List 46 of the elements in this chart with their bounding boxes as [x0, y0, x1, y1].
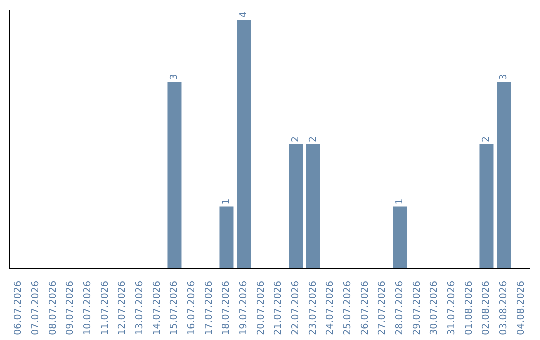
bar [497, 82, 512, 269]
x-tick-label: 24.07.2026 [325, 281, 336, 336]
x-tick-label: 14.07.2026 [152, 281, 163, 336]
data-label: 1 [394, 198, 406, 205]
x-tick-label: 27.07.2026 [377, 281, 388, 336]
x-tick-label: 13.07.2026 [134, 281, 146, 336]
x-tick-label: 28.07.2026 [394, 281, 406, 336]
x-tick-label: 02.08.2026 [481, 281, 492, 336]
x-tick-label: 06.07.2026 [13, 281, 24, 336]
bar [289, 144, 304, 269]
bar [168, 82, 182, 269]
x-tick-label: 25.07.2026 [342, 281, 354, 336]
data-label: 1 [221, 198, 232, 205]
x-tick-label: 23.07.2026 [308, 281, 319, 336]
data-label: 2 [290, 136, 302, 142]
data-label: 2 [308, 136, 319, 142]
x-tick-label: 08.07.2026 [48, 281, 59, 336]
x-tick-label: 20.07.2026 [256, 281, 267, 336]
x-tick-label: 21.07.2026 [273, 281, 284, 336]
x-tick-label: 31.07.2026 [446, 281, 458, 336]
x-tick-label: 11.07.2026 [100, 281, 111, 336]
data-label: 2 [481, 136, 492, 142]
bar [220, 206, 234, 269]
bar [237, 20, 252, 269]
x-tick-label: 10.07.2026 [82, 281, 94, 336]
x-tick-label: 19.07.2026 [238, 281, 250, 336]
x-tick-label: 18.07.2026 [221, 281, 232, 336]
x-tick-label: 29.07.2026 [412, 281, 423, 336]
x-tick-label: 22.07.2026 [290, 281, 302, 336]
bar [393, 206, 408, 269]
bar [480, 144, 494, 269]
x-tick-label: 12.07.2026 [117, 281, 128, 336]
x-tick-label: 03.08.2026 [498, 281, 510, 336]
x-tick-label: 15.07.2026 [169, 281, 180, 336]
bar [306, 144, 320, 269]
x-tick-label: 26.07.2026 [360, 281, 371, 336]
data-label: 4 [238, 12, 250, 18]
x-tick-label: 09.07.2026 [65, 281, 76, 336]
x-tick-label: 30.07.2026 [429, 281, 440, 336]
data-label: 3 [498, 74, 510, 80]
x-tick-label: 07.07.2026 [30, 281, 42, 336]
x-tick-label: 17.07.2026 [204, 281, 215, 336]
data-label: 3 [169, 74, 180, 80]
x-tick-label: 01.08.2026 [464, 281, 475, 336]
x-tick-label: 04.08.2026 [516, 281, 527, 336]
x-tick-label: 16.07.2026 [186, 281, 198, 336]
